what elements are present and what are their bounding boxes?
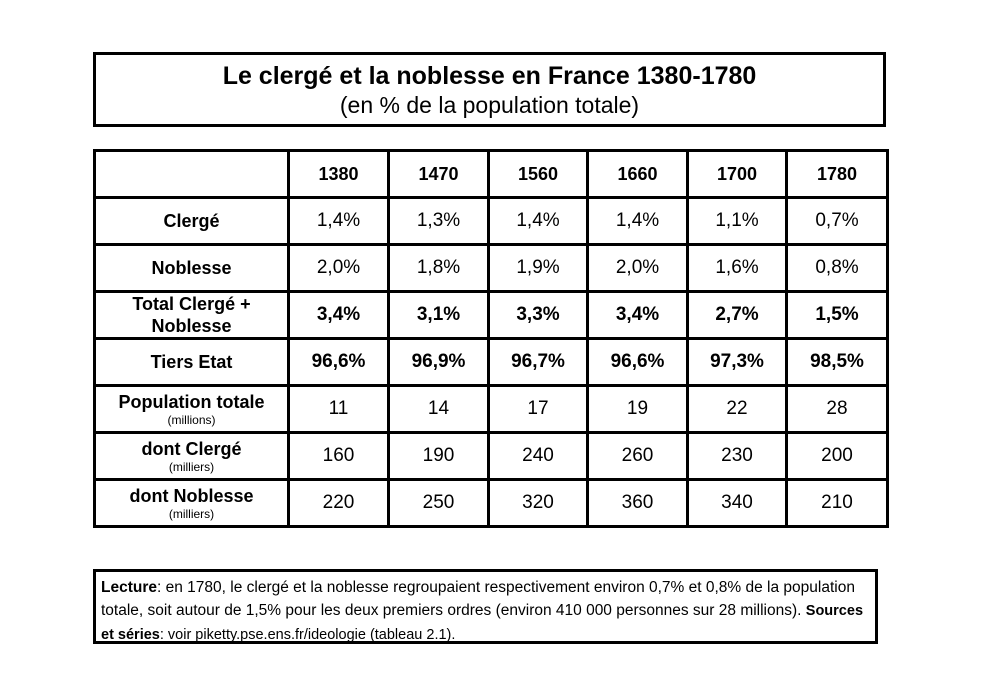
table-cell: 3,4%	[287, 290, 390, 340]
sources-text: : voir piketty.pse.ens.fr/ideologie (tab…	[159, 627, 456, 643]
table-cell: 22	[686, 384, 788, 434]
table-cell: 1,4%	[487, 196, 589, 246]
table-row: Total Clergé + Noblesse 3,4% 3,1% 3,3% 3,4% 2…	[93, 290, 889, 340]
row-label: Noblesse	[93, 243, 290, 293]
row-label: Population totale (millions)	[93, 384, 290, 434]
row-label: Total Clergé + Noblesse	[93, 290, 290, 340]
table-cell: 96,6%	[287, 337, 390, 387]
table-cell: 1,4%	[287, 196, 390, 246]
table-cell: 230	[686, 431, 788, 481]
table-cell: 1,5%	[785, 290, 889, 340]
table-cell: 220	[287, 478, 390, 528]
table-cell: 1,8%	[387, 243, 490, 293]
row-label: dont Clergé (milliers)	[93, 431, 290, 481]
year-header: 1380	[287, 149, 390, 199]
table-cell: 320	[487, 478, 589, 528]
year-header: 1560	[487, 149, 589, 199]
data-table: 1380 1470 1560 1660 1700 1780 Clergé 1,4%…	[93, 149, 889, 528]
table-cell: 3,1%	[387, 290, 490, 340]
row-label-text: dont Clergé	[141, 439, 242, 459]
table-cell: 260	[586, 431, 689, 481]
table-row: Noblesse 2,0% 1,8% 1,9% 2,0% 1,6% 0,8%	[93, 243, 889, 293]
table-cell: 98,5%	[785, 337, 889, 387]
sources-label: Sources et séries	[101, 603, 864, 643]
table-cell: 1,4%	[586, 196, 689, 246]
table-cell: 1,6%	[686, 243, 788, 293]
table-cell: 96,9%	[387, 337, 490, 387]
table-row: dont Clergé (milliers) 160 190 240 260 230 200	[93, 431, 889, 481]
row-label-text: Noblesse	[151, 258, 232, 278]
table-body: Clergé 1,4% 1,3% 1,4% 1,4% 1,1% 0,7% Noblesse 2,…	[93, 196, 889, 528]
table-cell: 14	[387, 384, 490, 434]
table-cell: 19	[586, 384, 689, 434]
header-corner-cell	[93, 149, 290, 199]
row-label-text: Tiers Etat	[150, 352, 233, 372]
row-unit: (milliers)	[168, 507, 215, 521]
row-label: dont Noblesse (milliers)	[93, 478, 290, 528]
year-header: 1780	[785, 149, 889, 199]
table-cell: 0,7%	[785, 196, 889, 246]
table-cell: 200	[785, 431, 889, 481]
table-row: dont Noblesse (milliers) 220 250 320 360 340 21…	[93, 478, 889, 528]
year-header: 1700	[686, 149, 788, 199]
title-box: Le clergé et la noblesse en France 1380-…	[93, 52, 886, 127]
reading-note: Lecture: en 1780, le clergé et la nobles…	[93, 569, 878, 644]
table-row: Tiers Etat 96,6% 96,9% 96,7% 96,6% 97,3% 98,5%	[93, 337, 889, 387]
table-cell: 96,7%	[487, 337, 589, 387]
row-unit: (millions)	[167, 413, 216, 427]
row-label-text: Total Clergé + Noblesse	[132, 294, 251, 336]
table-cell: 11	[287, 384, 390, 434]
table-cell: 28	[785, 384, 889, 434]
header-row: 1380 1470 1560 1660 1700 1780	[93, 149, 889, 199]
row-label: Clergé	[93, 196, 290, 246]
table-cell: 96,6%	[586, 337, 689, 387]
table-cell: 2,7%	[686, 290, 788, 340]
table-cell: 190	[387, 431, 490, 481]
year-header: 1470	[387, 149, 490, 199]
table-cell: 3,4%	[586, 290, 689, 340]
table-cell: 160	[287, 431, 390, 481]
table-cell: 340	[686, 478, 788, 528]
row-label-text: Clergé	[163, 211, 220, 231]
table-cell: 2,0%	[287, 243, 390, 293]
table-cell: 2,0%	[586, 243, 689, 293]
table-cell: 3,3%	[487, 290, 589, 340]
row-label: Tiers Etat	[93, 337, 290, 387]
page-title: Le clergé et la noblesse en France 1380-…	[222, 62, 757, 90]
table-cell: 1,3%	[387, 196, 490, 246]
table-cell: 0,8%	[785, 243, 889, 293]
table-row: Clergé 1,4% 1,3% 1,4% 1,4% 1,1% 0,7%	[93, 196, 889, 246]
row-unit: (milliers)	[168, 460, 215, 474]
page-subtitle: (en % de la population totale)	[339, 92, 640, 118]
table-cell: 1,9%	[487, 243, 589, 293]
table-cell: 97,3%	[686, 337, 788, 387]
table-cell: 1,1%	[686, 196, 788, 246]
table-row: Population totale (millions) 11 14 17 19 22 28	[93, 384, 889, 434]
table-cell: 17	[487, 384, 589, 434]
table-cell: 360	[586, 478, 689, 528]
table-cell: 240	[487, 431, 589, 481]
row-label-text: Population totale	[118, 392, 265, 412]
lecture-text: : en 1780, le clergé et la noblesse regr…	[101, 579, 855, 619]
table-cell: 210	[785, 478, 889, 528]
table-cell: 250	[387, 478, 490, 528]
lecture-label: Lecture	[101, 579, 157, 596]
year-header: 1660	[586, 149, 689, 199]
row-label-text: dont Noblesse	[129, 486, 254, 506]
